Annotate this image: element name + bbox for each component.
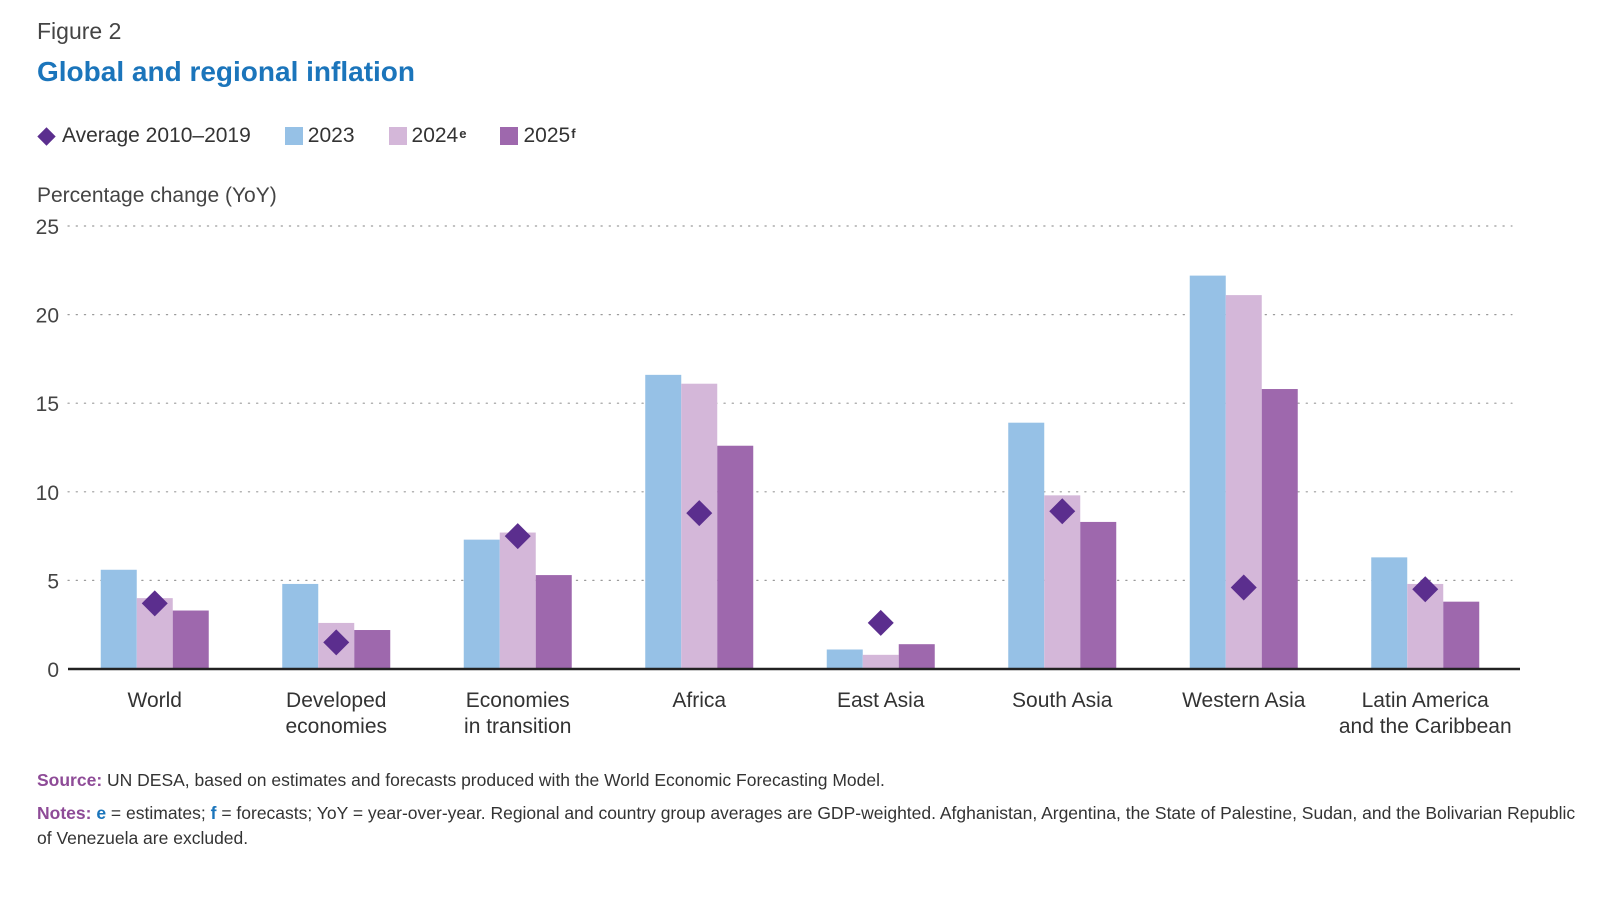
bar-2025f bbox=[172, 610, 209, 669]
bar-2023 bbox=[100, 569, 137, 669]
bar-2023 bbox=[1371, 557, 1408, 669]
legend-sup-2024: e bbox=[459, 125, 467, 141]
bar-2024e bbox=[862, 654, 899, 669]
bar-2025f bbox=[898, 644, 935, 669]
legend-label-2024: 2024 bbox=[411, 124, 459, 147]
legend: Average 2010–2019 2023 2024 e 2025 f bbox=[37, 124, 610, 148]
x-tick-label: and the Caribbean bbox=[1339, 715, 1512, 738]
y-tick-label: 0 bbox=[47, 659, 59, 682]
notes-f-text: = forecasts; YoY = year-over-year. Regio… bbox=[37, 803, 1576, 848]
figure-label: Figure 2 bbox=[37, 18, 122, 44]
bar-2025f bbox=[535, 575, 572, 669]
y-tick-label: 10 bbox=[36, 482, 59, 505]
bar-2023 bbox=[282, 583, 319, 669]
legend-swatch-2023 bbox=[284, 127, 303, 145]
average-marker bbox=[1049, 498, 1076, 525]
source-text: UN DESA, based on estimates and forecast… bbox=[102, 770, 885, 790]
average-marker bbox=[504, 523, 531, 550]
y-tick-label: 20 bbox=[36, 305, 59, 328]
chart-title: Global and regional inflation bbox=[37, 56, 416, 87]
legend-swatch-2024 bbox=[388, 127, 407, 145]
notes: Notes: e = estimates; f = forecasts; YoY… bbox=[37, 801, 1582, 851]
y-tick-label: 5 bbox=[47, 570, 59, 593]
x-tick-label: Western Asia bbox=[1182, 689, 1306, 712]
x-tick-label: East Asia bbox=[837, 689, 925, 712]
average-marker bbox=[867, 609, 894, 636]
x-tick-label: in transition bbox=[464, 715, 571, 738]
legend-item-2023: 2023 bbox=[284, 124, 355, 148]
bar-2023 bbox=[1189, 275, 1226, 669]
source-note: Source: UN DESA, based on estimates and … bbox=[37, 768, 1582, 793]
average-marker bbox=[141, 590, 168, 617]
bar-2023 bbox=[1008, 422, 1045, 669]
x-tick-label: South Asia bbox=[1012, 689, 1113, 712]
legend-item-average: Average 2010–2019 bbox=[37, 124, 251, 148]
x-tick-label: economies bbox=[285, 715, 387, 738]
legend-item-2024: 2024 e bbox=[388, 124, 467, 148]
bar-2025f bbox=[1443, 601, 1480, 669]
source-label: Source: bbox=[37, 770, 103, 790]
legend-label-2023: 2023 bbox=[307, 124, 355, 147]
x-tick-label: Developed bbox=[286, 689, 386, 712]
bar-2025f bbox=[717, 445, 754, 669]
bar-2023 bbox=[645, 374, 682, 669]
average-marker bbox=[686, 500, 713, 527]
legend-label-2025: 2025 bbox=[523, 124, 571, 147]
legend-sup-2025: f bbox=[571, 125, 576, 141]
notes-label: Notes: bbox=[37, 803, 92, 823]
x-tick-label: World bbox=[128, 689, 182, 712]
legend-swatch-2025 bbox=[500, 127, 519, 145]
x-tick-label: Africa bbox=[672, 689, 726, 712]
bar-2025f bbox=[1080, 521, 1117, 669]
x-tick-label: Latin America bbox=[1362, 689, 1490, 712]
y-tick-label: 25 bbox=[36, 216, 59, 239]
bar-2023 bbox=[463, 539, 500, 669]
legend-label-average: Average 2010–2019 bbox=[62, 124, 251, 147]
notes-f: f bbox=[210, 803, 217, 823]
notes-e: e bbox=[96, 803, 107, 823]
notes-e-text: = estimates; bbox=[106, 803, 211, 823]
x-tick-label: Economies bbox=[466, 689, 570, 712]
bar-2025f bbox=[1261, 389, 1298, 669]
y-tick-label: 15 bbox=[36, 393, 59, 416]
y-axis-label: Percentage change (YoY) bbox=[37, 184, 277, 207]
bar-2024e bbox=[499, 532, 536, 669]
average-marker bbox=[1230, 574, 1257, 601]
average-marker bbox=[323, 629, 350, 656]
average-marker bbox=[1412, 576, 1439, 603]
legend-item-2025: 2025 f bbox=[500, 124, 576, 148]
bar-2025f bbox=[354, 630, 391, 669]
bar-2024e bbox=[1225, 295, 1262, 669]
bar-2023 bbox=[826, 649, 863, 669]
bar-2024e bbox=[681, 383, 718, 669]
bar-chart: 0 5 10 15 20 25 World Developed economies Economi… bbox=[36, 216, 1520, 738]
